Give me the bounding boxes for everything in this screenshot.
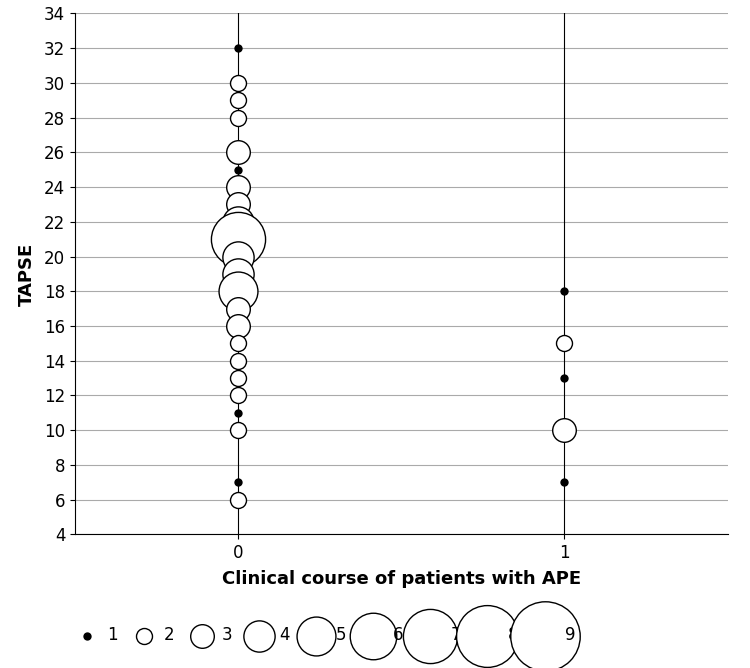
- Point: [558, 373, 570, 383]
- Point: [232, 355, 244, 366]
- Point: [232, 373, 244, 383]
- Point: [232, 407, 244, 418]
- Point: [232, 269, 244, 279]
- Point: [232, 112, 244, 123]
- Y-axis label: TAPSE: TAPSE: [18, 242, 36, 305]
- Point: [232, 164, 244, 175]
- Point: [558, 286, 570, 297]
- Legend: 1, 2, 3, 4, 5, 6, 7, 8, 9: 1, 2, 3, 4, 5, 6, 7, 8, 9: [70, 626, 575, 644]
- Point: [232, 425, 244, 436]
- Point: [232, 95, 244, 106]
- Point: [558, 425, 570, 436]
- Point: [232, 494, 244, 505]
- Point: [232, 77, 244, 88]
- Point: [232, 216, 244, 227]
- Point: [232, 234, 244, 244]
- Point: [232, 477, 244, 488]
- Point: [232, 251, 244, 262]
- Point: [232, 321, 244, 331]
- X-axis label: Clinical course of patients with APE: Clinical course of patients with APE: [222, 570, 580, 589]
- Point: [232, 338, 244, 349]
- Point: [232, 303, 244, 314]
- Point: [232, 182, 244, 192]
- Point: [232, 43, 244, 53]
- Point: [232, 390, 244, 401]
- Point: [232, 147, 244, 158]
- Point: [232, 286, 244, 297]
- Point: [558, 477, 570, 488]
- Point: [232, 199, 244, 210]
- Point: [558, 338, 570, 349]
